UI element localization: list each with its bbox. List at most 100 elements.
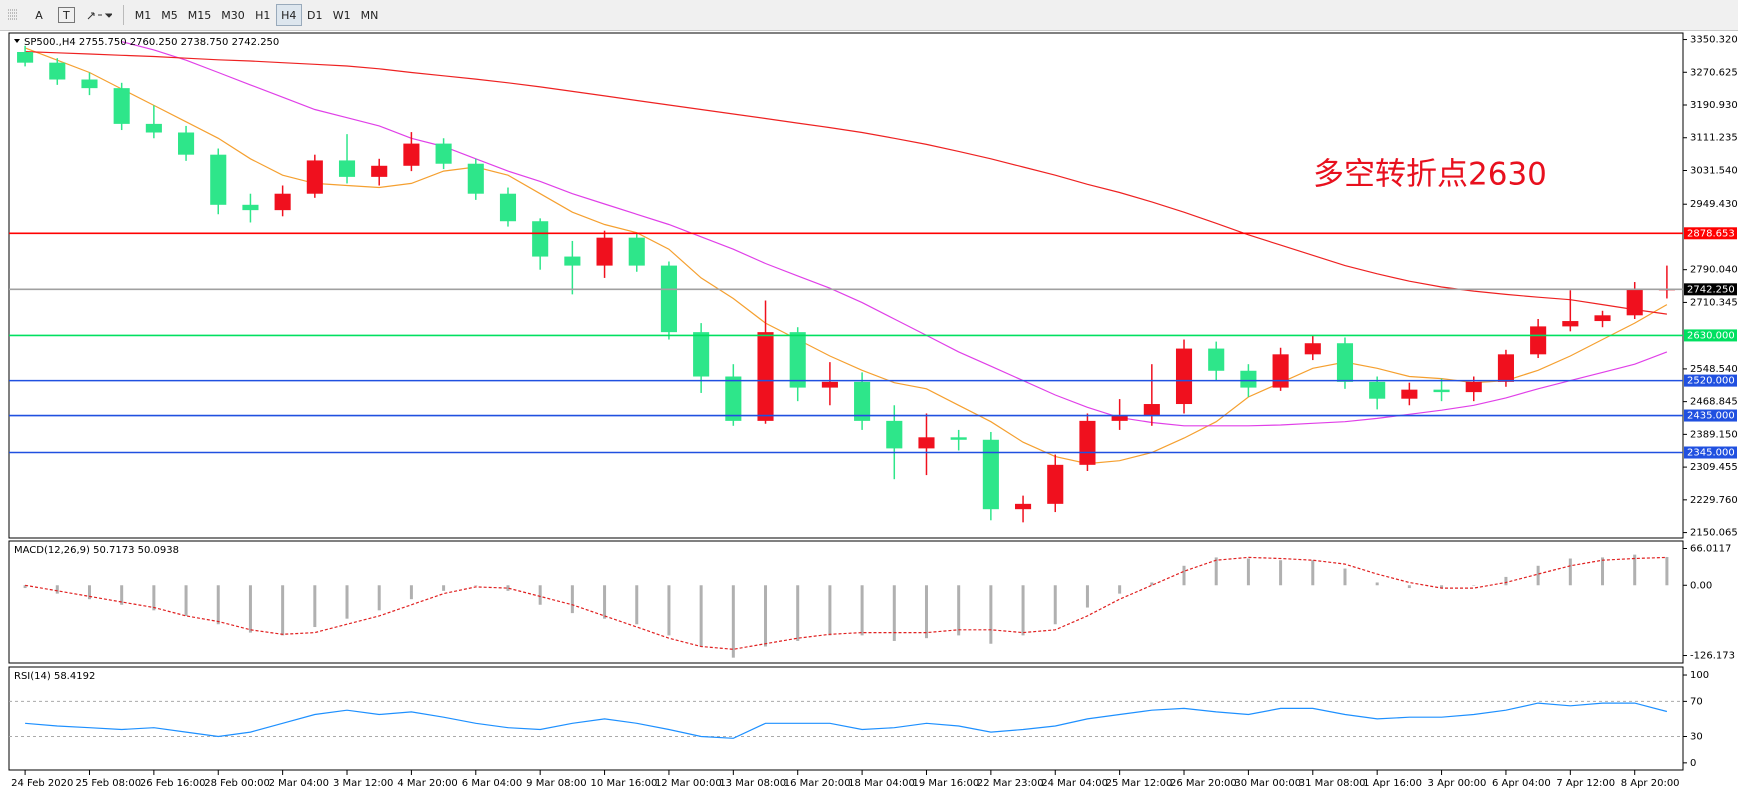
text-tool[interactable]: A xyxy=(35,8,43,22)
macd-bar xyxy=(1601,557,1605,586)
timeframe-button[interactable]: MN xyxy=(360,8,379,22)
y-tick-label: 30 xyxy=(1690,732,1703,743)
candle-body xyxy=(210,154,227,205)
macd-bar xyxy=(1440,585,1444,589)
y-tick-label: 2548.540 xyxy=(1690,364,1738,375)
timeframe-button[interactable]: M30 xyxy=(221,8,245,22)
candle-body xyxy=(49,62,66,80)
candle-body xyxy=(789,332,806,388)
candle-body xyxy=(274,193,291,211)
macd-bar xyxy=(538,585,542,605)
x-tick-label: 31 Mar 08:00 xyxy=(1299,778,1366,789)
toolbar: A T M1 M5 M15 M30 H1 H4 D1 W1 MN xyxy=(0,0,1738,31)
candle-body xyxy=(178,132,195,155)
level-label-box xyxy=(1684,283,1737,296)
macd-bar xyxy=(570,585,574,614)
candle-body xyxy=(1015,503,1032,510)
candle-body xyxy=(81,79,98,89)
macd-bar xyxy=(635,585,639,625)
candle-body xyxy=(1594,315,1611,322)
macd-bar xyxy=(1279,560,1283,586)
x-tick-label: 13 Mar 08:00 xyxy=(719,778,786,789)
macd-bar xyxy=(23,585,27,589)
macd-bar xyxy=(281,585,285,636)
label-tool[interactable]: T xyxy=(58,7,75,23)
candle-body xyxy=(757,332,774,421)
candle-body xyxy=(467,163,484,194)
candle-body xyxy=(982,439,999,510)
arrow-tool[interactable] xyxy=(81,4,117,26)
macd-bar xyxy=(120,585,124,605)
x-tick-label: 25 Feb 08:00 xyxy=(75,778,141,789)
y-tick-label: 2468.845 xyxy=(1690,397,1738,408)
macd-bar xyxy=(1536,565,1540,586)
candle-body xyxy=(660,265,677,333)
macd-bar xyxy=(860,585,864,636)
y-tick-label: 2790.040 xyxy=(1690,265,1738,276)
x-tick-label: 16 Mar 20:00 xyxy=(784,778,851,789)
macd-signal xyxy=(24,556,1667,650)
macd-bar xyxy=(345,585,349,619)
moving-average xyxy=(24,47,1668,465)
y-tick-label: 2150.065 xyxy=(1690,528,1738,539)
x-tick-label: 25 Mar 12:00 xyxy=(1106,778,1173,789)
candle-body xyxy=(1304,343,1321,355)
x-tick-label: 24 Mar 04:00 xyxy=(1041,778,1108,789)
timeframe-button[interactable]: W1 xyxy=(332,8,351,22)
x-tick-label: 9 Mar 08:00 xyxy=(526,778,586,789)
level-label: 2520.000 xyxy=(1687,376,1735,387)
x-tick-label: 22 Mar 23:00 xyxy=(977,778,1044,789)
candle-body xyxy=(1272,354,1289,388)
x-tick-label: 26 Feb 16:00 xyxy=(140,778,206,789)
y-tick-label: 70 xyxy=(1690,696,1703,707)
candle-body xyxy=(1079,420,1096,465)
macd-bar xyxy=(55,585,59,594)
y-tick-label: 0 xyxy=(1690,758,1696,769)
y-tick-label: 3350.320 xyxy=(1690,35,1738,46)
macd-bar xyxy=(152,585,156,611)
grip xyxy=(0,4,26,26)
level-label: 2345.000 xyxy=(1687,448,1735,459)
x-tick-label: 10 Mar 16:00 xyxy=(591,778,658,789)
macd-bar xyxy=(667,585,671,636)
timeframe-button[interactable]: M1 xyxy=(134,8,152,22)
x-tick-label: 18 Mar 04:00 xyxy=(848,778,915,789)
x-tick-label: 30 Mar 00:00 xyxy=(1234,778,1301,789)
x-tick-label: 6 Mar 04:00 xyxy=(462,778,522,789)
macd-bar xyxy=(184,585,188,616)
macd-bar xyxy=(87,585,91,600)
x-tick-label: 4 Mar 20:00 xyxy=(397,778,457,789)
macd-bar xyxy=(1407,585,1411,589)
macd-bar xyxy=(828,585,832,636)
annotation: 多空转折点2630 xyxy=(1313,157,1547,193)
main-panel xyxy=(8,32,1684,539)
candle-body xyxy=(950,437,967,440)
y-tick-label: 2389.150 xyxy=(1690,429,1738,440)
y-tick-label: 2229.760 xyxy=(1690,495,1738,506)
y-tick-label: 3111.235 xyxy=(1690,133,1738,144)
x-tick-label: 28 Feb 00:00 xyxy=(204,778,270,789)
level-label-box xyxy=(1684,446,1737,459)
timeframe-button[interactable]: D1 xyxy=(307,8,323,22)
candle-body xyxy=(1111,415,1128,421)
candle-body xyxy=(1143,404,1160,416)
macd-bar xyxy=(216,585,220,625)
candle-body xyxy=(821,381,838,388)
candle-body xyxy=(854,381,871,421)
x-tick-label: 19 Mar 16:00 xyxy=(912,778,979,789)
macd-bar xyxy=(1150,582,1154,586)
x-tick-label: 6 Apr 04:00 xyxy=(1492,778,1551,789)
timeframe-button[interactable]: M5 xyxy=(161,8,178,22)
candle-body xyxy=(596,237,613,266)
macd-bar xyxy=(796,585,800,641)
grip-icon xyxy=(8,9,18,20)
candle-body xyxy=(338,160,356,177)
candle-body xyxy=(532,221,549,257)
timeframe-button[interactable]: M15 xyxy=(187,8,212,22)
candle-body xyxy=(564,256,581,266)
timeframe-button[interactable]: H1 xyxy=(255,8,271,22)
y-tick-label: 2949.430 xyxy=(1690,199,1738,210)
candle-body xyxy=(371,165,388,177)
macd-bar xyxy=(442,585,446,591)
timeframe-button[interactable]: H4 xyxy=(275,4,302,26)
